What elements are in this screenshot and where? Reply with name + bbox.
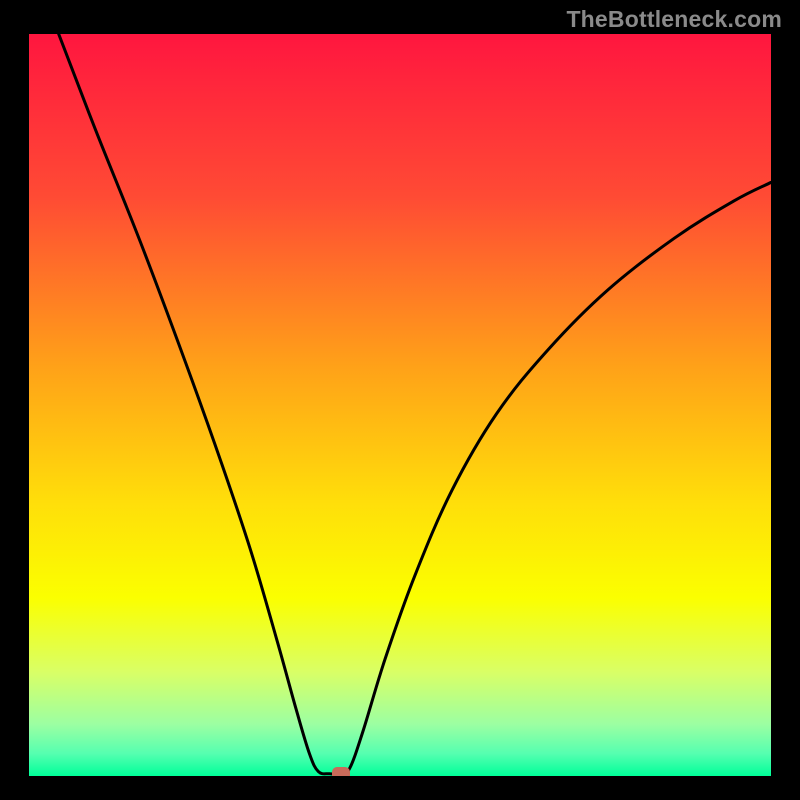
- plot-area: [29, 34, 771, 776]
- bottleneck-curve: [29, 34, 771, 776]
- chart-container: TheBottleneck.com: [0, 0, 800, 800]
- watermark-text: TheBottleneck.com: [566, 6, 782, 33]
- minimum-marker: [332, 767, 350, 776]
